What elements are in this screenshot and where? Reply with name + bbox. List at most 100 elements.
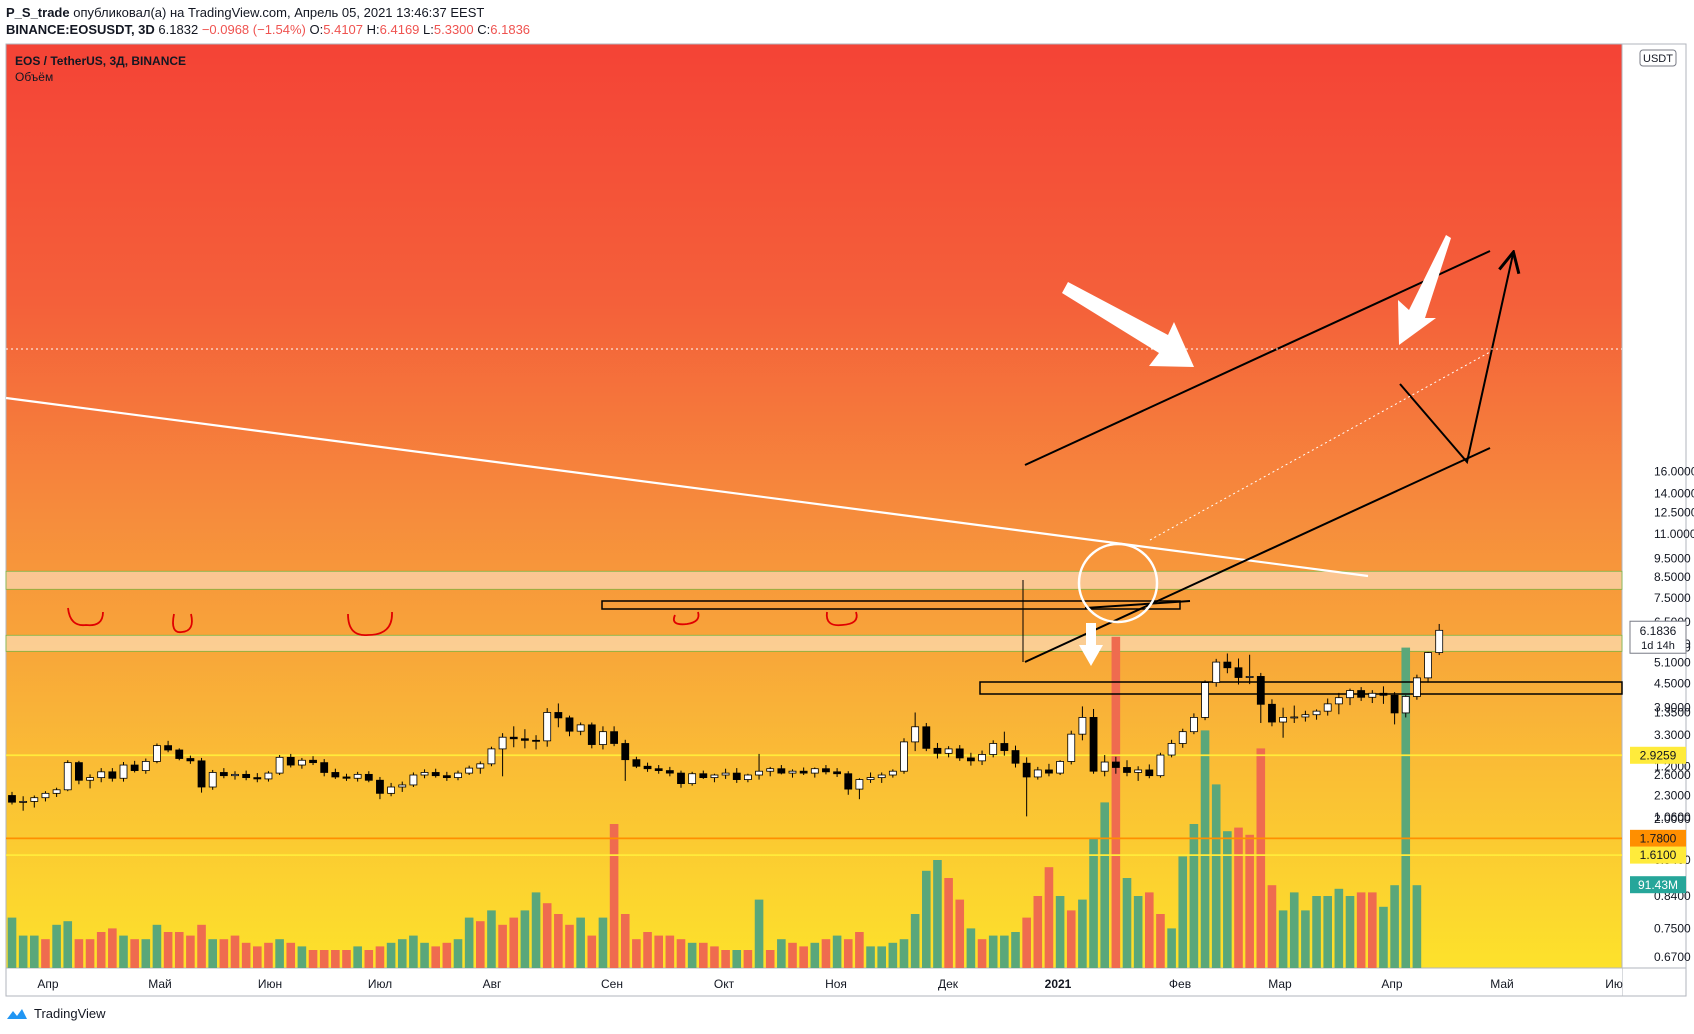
volume-bar: [665, 935, 675, 968]
volume-bar: [119, 935, 128, 968]
volume-bar: [977, 939, 987, 968]
projection-path[interactable]: [1399, 254, 1513, 465]
candle-body: [1234, 667, 1243, 678]
volume-bar: [319, 950, 329, 968]
candle-body: [1033, 769, 1042, 778]
volume-bar: [799, 946, 808, 968]
author-name[interactable]: P_S_trade: [6, 5, 70, 20]
volume-bar: [386, 942, 396, 968]
channel-lower-line[interactable]: [1024, 447, 1491, 663]
volume-bar: [754, 899, 764, 968]
price-tick-label: 7.5000: [1654, 591, 1691, 605]
volume-bar: [442, 942, 452, 968]
ohlc-close-label: C:: [477, 22, 491, 37]
volume-bar: [275, 939, 284, 968]
volume-bar: [1145, 892, 1154, 968]
red-marker-2: [172, 613, 193, 634]
volume-bar: [1211, 784, 1221, 968]
candle-body: [119, 764, 128, 779]
candle-body: [699, 773, 708, 779]
white-arrow-down-small[interactable]: [1079, 623, 1103, 666]
candle-body: [19, 801, 28, 803]
volume-bar: [1312, 896, 1321, 968]
hline-tag-1-text: 1.7800: [1640, 831, 1677, 845]
volume-bar: [699, 942, 708, 968]
volume-bar: [877, 946, 886, 968]
candle-body: [1245, 676, 1254, 678]
candle-body: [554, 712, 563, 719]
ohlc-open-value: 5.4107: [323, 22, 364, 37]
volume-bar: [197, 924, 206, 968]
tradingview-logo-icon: [7, 1008, 27, 1019]
hline-tag-1[interactable]: 1.7800: [1630, 829, 1686, 847]
volume-last-tag[interactable]: 91.43M: [1630, 876, 1686, 894]
candle-body: [799, 770, 808, 774]
candle-body: [1290, 716, 1299, 719]
highlight-circle[interactable]: [1077, 542, 1159, 624]
volume-bar: [1111, 636, 1121, 968]
red-marker-4: [672, 611, 700, 626]
volume-bar: [1200, 730, 1210, 968]
time-tick-label: Фев: [1169, 977, 1191, 991]
zone-0[interactable]: [5, 570, 1623, 590]
zone-1[interactable]: [5, 634, 1623, 652]
volume-bar: [1011, 932, 1020, 968]
volume-bar: [654, 935, 663, 968]
candle-body: [632, 759, 641, 767]
ohlc-low-label: L:: [423, 22, 434, 37]
candle-body: [108, 771, 117, 779]
white-arrow-big[interactable]: [1062, 282, 1194, 367]
volume-bar: [554, 914, 563, 968]
descending-trendline[interactable]: [5, 396, 1369, 578]
price-tick-label: 9.5000: [1654, 551, 1691, 565]
hline-tag-0[interactable]: 2.9259: [1630, 746, 1686, 764]
price-tick-label: 2.3000: [1654, 789, 1691, 803]
volume-bar: [1033, 896, 1043, 968]
candle-body: [1279, 717, 1287, 723]
hline-tag-0-text: 2.9259: [1640, 748, 1677, 762]
candle-body: [41, 792, 50, 799]
currency-badge[interactable]: USDT: [1639, 49, 1677, 67]
volume-bar: [609, 824, 619, 968]
volume-bar: [1301, 910, 1310, 968]
white-arrow-top[interactable]: [1398, 235, 1451, 345]
volume-bar: [565, 924, 574, 968]
red-marker-1: [67, 607, 104, 627]
volume-bar: [41, 939, 50, 968]
red-marker-3: [347, 611, 393, 637]
support-box[interactable]: [601, 600, 1181, 610]
candle-body: [732, 772, 741, 780]
candle-body: [810, 768, 819, 774]
support-box-ray[interactable]: [1084, 600, 1191, 609]
red-circle-markers: [67, 607, 858, 637]
volume-tick-label: 1.0600: [1654, 810, 1691, 824]
volume-bar: [899, 939, 909, 968]
volume-bar: [141, 939, 151, 968]
time-tick-label: Июл: [368, 977, 392, 991]
volume-bar: [1356, 892, 1366, 968]
last-price-tag[interactable]: 6.1836 1d 14h: [1629, 620, 1687, 654]
chart-frame: [5, 43, 1687, 997]
hline-tag-2[interactable]: 1.6100: [1630, 846, 1686, 864]
candle-body: [900, 741, 908, 772]
brand-text: TradingView: [34, 1006, 106, 1021]
candle-body: [1145, 769, 1154, 777]
time-tick-label: Дек: [938, 977, 959, 991]
volume-bar: [397, 939, 407, 968]
tradingview-logo[interactable]: TradingView: [6, 1006, 106, 1021]
volume-bar: [888, 942, 898, 968]
candle-body: [353, 773, 362, 779]
lower-support-box[interactable]: [979, 681, 1623, 695]
candle-body: [1301, 714, 1310, 718]
candle-body: [8, 795, 16, 803]
volume-tick-label: 0.6700: [1654, 950, 1691, 964]
channel-upper-line[interactable]: [1024, 250, 1491, 466]
volume-bar: [208, 939, 217, 968]
candle-body: [877, 774, 886, 779]
countdown-text: 1d 14h: [1641, 640, 1675, 652]
candle-body: [275, 756, 284, 774]
price-scale-background: [1622, 44, 1686, 968]
candle-body: [1346, 690, 1354, 699]
price-tick-label: 14.0000: [1654, 487, 1694, 501]
